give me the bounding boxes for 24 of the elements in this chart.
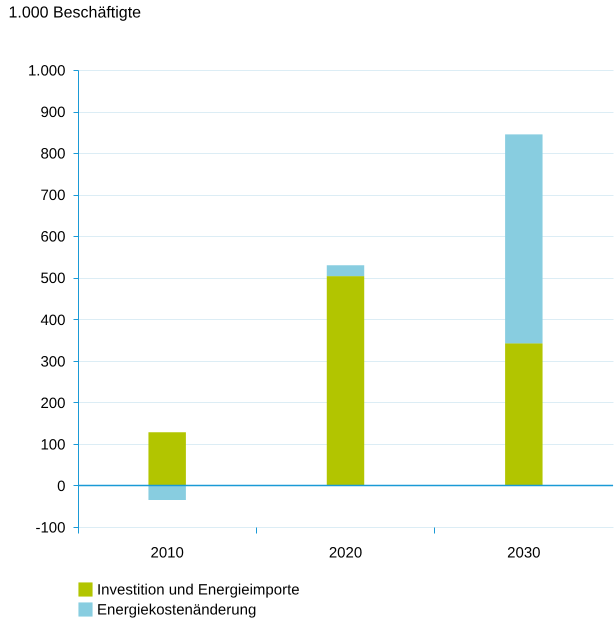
x-tick-label: 2030 — [507, 544, 541, 562]
bar — [326, 276, 364, 486]
legend-label: Investition und Energieimporte — [97, 582, 300, 598]
y-tick-label: 0 — [57, 478, 66, 495]
bar — [505, 343, 543, 486]
y-axis-title: 1.000 Beschäftigte — [8, 4, 142, 22]
bar — [326, 265, 364, 276]
bar — [505, 134, 543, 344]
y-tick-label: 200 — [40, 394, 66, 412]
y-tick-label: 900 — [40, 104, 66, 122]
y-tick-label: 300 — [40, 353, 66, 370]
y-tick-label: 700 — [40, 187, 66, 204]
x-tick-label: 2020 — [328, 544, 362, 562]
x-tick-label: 2010 — [150, 544, 184, 562]
y-tick-label: 500 — [40, 270, 66, 288]
bar — [148, 485, 186, 500]
y-tick-label: 800 — [40, 146, 66, 163]
y-tick-label: 1.000 — [28, 62, 66, 80]
legend-label: Energiekostenänderung — [97, 602, 256, 618]
bar — [148, 432, 186, 486]
y-tick-label: 100 — [40, 436, 66, 454]
y-tick-label: 400 — [40, 312, 66, 329]
y-tick-label: 600 — [40, 228, 66, 246]
y-tick-label: -100 — [35, 520, 66, 536]
